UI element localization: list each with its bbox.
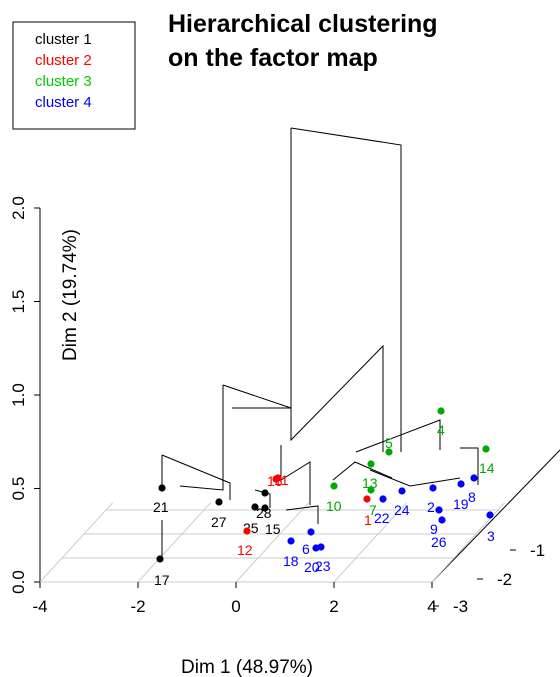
y-axis-label: Dim 2 (19.74%) (60, 229, 81, 361)
point-27 (215, 498, 223, 506)
point-11 (274, 474, 282, 482)
point-label-5: 5 (385, 435, 393, 451)
depth-tick-label-0: -3 (453, 597, 468, 616)
point-label-9: 9 (430, 521, 438, 537)
point-8 (470, 474, 478, 482)
depth-tick-label-2: -1 (530, 541, 545, 560)
x-tick-label-1: -2 (130, 597, 145, 616)
legend: cluster 1 cluster 2 cluster 3 cluster 4 (12, 21, 136, 130)
point-5 (385, 448, 393, 456)
point-22 (379, 495, 387, 503)
point-4 (437, 407, 445, 415)
depth-tick-label-1: -2 (497, 570, 512, 589)
legend-box (12, 21, 136, 130)
floor-grid-line-x-1 (137, 502, 211, 583)
point-12 (243, 527, 251, 535)
dendro-c34 (290, 344, 384, 452)
point-label-22: 22 (374, 510, 390, 526)
point-2 (429, 484, 437, 492)
point-label-10: 10 (326, 498, 342, 514)
dendro-root-left (232, 128, 292, 409)
dendro-c12 (179, 385, 224, 491)
chart-title-line-1: Hierarchical clustering (168, 10, 438, 38)
point-label-14: 14 (479, 460, 495, 476)
point-3 (486, 511, 494, 519)
point-label-8: 8 (468, 489, 476, 505)
point-label-6: 6 (302, 541, 310, 557)
point-26 (438, 516, 446, 524)
x-tick-label-2: 0 (231, 597, 240, 616)
point-23 (317, 543, 325, 551)
point-17 (156, 555, 164, 563)
point-label-13: 13 (362, 475, 378, 491)
point-15 (261, 504, 269, 512)
dendro-c3-b (355, 419, 441, 453)
point-14 (482, 445, 490, 453)
point-9 (435, 506, 443, 514)
point-label-28: 28 (256, 505, 272, 521)
z-tick-label-2: 1.0 (9, 383, 28, 407)
point-24 (398, 487, 406, 495)
legend-item-3: cluster 3 (35, 73, 92, 90)
legend-item-4: cluster 4 (35, 94, 92, 111)
point-label-15: 15 (265, 521, 281, 537)
x-tick-label-3: 2 (329, 597, 338, 616)
legend-item-2: cluster 2 (35, 52, 92, 69)
point-13 (367, 460, 375, 468)
depth-axis-line (431, 449, 560, 583)
point-label-26: 26 (431, 534, 447, 550)
legend-item-1: cluster 1 (35, 31, 92, 48)
dendro-c3-a (332, 461, 393, 481)
point-label-18: 18 (283, 553, 299, 569)
point-28 (261, 489, 269, 497)
dendro-c4-a (369, 469, 461, 487)
point-25 (251, 503, 259, 511)
dendro-c12-join (222, 384, 292, 409)
z-tick-label-1: 0.5 (9, 477, 28, 501)
floor-grid-line-x-2 (235, 502, 309, 583)
z-tick-label-4: 2.0 (9, 196, 28, 220)
point-10 (330, 482, 338, 490)
point-7 (367, 486, 375, 494)
point-label-1: 1 (364, 512, 372, 528)
point-label-2: 2 (427, 499, 435, 515)
point-label-23: 23 (315, 558, 331, 574)
point-label-20: 20 (304, 559, 320, 575)
point-label-12: 12 (237, 542, 253, 558)
point-label-4: 4 (437, 422, 445, 438)
point-6 (307, 528, 315, 536)
ticks: -4 -2 0 2 40.00.51.01.52.0-3-2-1 (9, 196, 545, 616)
point-1 (363, 495, 371, 503)
dendro-c2 (280, 445, 311, 505)
x-axis-label: Dim 1 (48.97%) (181, 657, 313, 677)
point-label-21: 21 (153, 499, 169, 515)
point-label-17: 17 (154, 572, 170, 588)
point-label-24: 24 (394, 502, 410, 518)
point-label-3: 3 (487, 528, 495, 544)
point-label-11: 11 (274, 472, 289, 488)
dendro-c1-b (161, 454, 231, 500)
z-tick-label-3: 1.5 (9, 290, 28, 314)
x-tick-label-4: 4 (427, 597, 436, 616)
point-label-7: 7 (369, 502, 377, 518)
point-19 (457, 480, 465, 488)
point-21 (158, 484, 166, 492)
floor-grid-line-x-3 (333, 502, 407, 583)
z-tick-label-0: 0.0 (9, 570, 28, 594)
chart-title-line-2: on the factor map (168, 44, 378, 72)
x-tick-label-0: -4 (32, 597, 47, 616)
dendro-c1-d (254, 489, 271, 508)
axes (39, 208, 560, 583)
dendro-c4-b (460, 447, 479, 485)
floor-grid-line-x-0 (39, 502, 113, 583)
point-label-19: 19 (453, 496, 469, 512)
dendrogram (161, 127, 479, 556)
dendro-root-right (290, 127, 402, 452)
point-label-27: 27 (211, 514, 227, 530)
point-18 (287, 537, 295, 545)
dendro-c4-c (285, 505, 319, 524)
